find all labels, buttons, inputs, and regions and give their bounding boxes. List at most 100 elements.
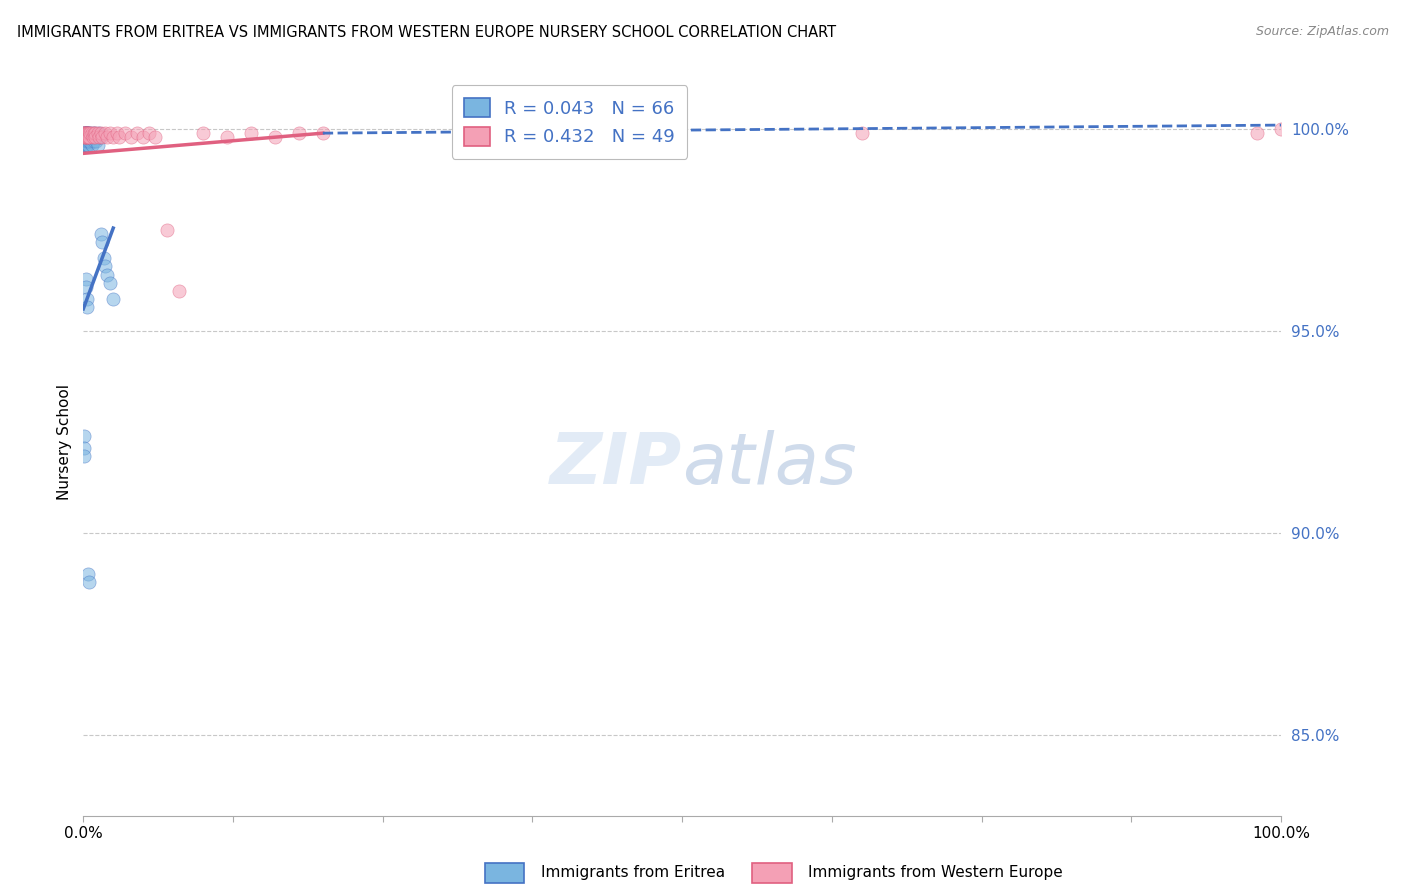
Point xyxy=(75,126,97,140)
Point xyxy=(73,126,96,140)
Point xyxy=(138,126,160,140)
Point xyxy=(132,130,155,145)
Point xyxy=(82,130,104,145)
Point xyxy=(84,130,107,145)
Point xyxy=(73,138,96,153)
Point xyxy=(264,130,287,145)
Point xyxy=(76,138,98,153)
Point xyxy=(91,130,114,145)
Point xyxy=(77,126,100,140)
Point xyxy=(77,574,100,589)
Point xyxy=(91,235,114,250)
Point xyxy=(75,134,97,148)
Point xyxy=(77,130,100,145)
Point xyxy=(114,126,136,140)
Point xyxy=(73,126,96,140)
Point xyxy=(77,126,100,140)
Point xyxy=(79,126,101,140)
Point xyxy=(73,130,96,145)
Point xyxy=(103,292,125,306)
Text: Immigrants from Western Europe: Immigrants from Western Europe xyxy=(808,865,1063,880)
Point xyxy=(120,130,142,145)
Point xyxy=(77,130,100,145)
Point xyxy=(73,130,96,145)
Point xyxy=(73,126,96,140)
Point xyxy=(94,126,117,140)
Point xyxy=(94,260,117,274)
Point xyxy=(73,134,96,148)
Point xyxy=(73,134,96,148)
Point xyxy=(82,130,104,145)
Point xyxy=(93,252,115,266)
Point xyxy=(75,126,97,140)
Point xyxy=(75,138,97,153)
Point xyxy=(76,134,98,148)
Point xyxy=(79,130,101,145)
Point xyxy=(83,126,105,140)
Point xyxy=(75,130,97,145)
Point xyxy=(75,130,97,145)
Point xyxy=(86,138,108,153)
Legend: R = 0.043   N = 66, R = 0.432   N = 49: R = 0.043 N = 66, R = 0.432 N = 49 xyxy=(451,85,688,159)
Point xyxy=(96,268,118,282)
Point xyxy=(240,126,263,140)
Point xyxy=(215,130,238,145)
Point xyxy=(108,130,131,145)
Point xyxy=(73,442,96,456)
Point xyxy=(80,134,103,148)
Point xyxy=(105,126,128,140)
Point xyxy=(73,126,96,140)
Y-axis label: Nursery School: Nursery School xyxy=(58,384,72,500)
Point xyxy=(73,429,96,443)
Point xyxy=(87,126,110,140)
Point xyxy=(167,284,190,298)
Point xyxy=(76,126,98,140)
Point xyxy=(76,130,98,145)
Point xyxy=(73,126,96,140)
Point xyxy=(86,126,108,140)
Point xyxy=(288,126,311,140)
Point xyxy=(75,138,97,153)
Point xyxy=(82,126,104,140)
Point xyxy=(98,126,121,140)
Point xyxy=(75,130,97,145)
Point xyxy=(103,130,125,145)
Point xyxy=(75,134,97,148)
Point xyxy=(87,130,110,145)
Text: IMMIGRANTS FROM ERITREA VS IMMIGRANTS FROM WESTERN EUROPE NURSERY SCHOOL CORRELA: IMMIGRANTS FROM ERITREA VS IMMIGRANTS FR… xyxy=(17,25,837,40)
Point xyxy=(143,130,166,145)
Point xyxy=(73,130,96,145)
Point xyxy=(96,130,118,145)
Point xyxy=(83,134,105,148)
Point xyxy=(90,126,112,140)
Point xyxy=(76,134,98,148)
Point xyxy=(86,134,108,148)
Point xyxy=(75,130,97,145)
Point xyxy=(76,130,98,145)
Point xyxy=(76,130,98,145)
Point xyxy=(73,126,96,140)
Point xyxy=(84,126,107,140)
Text: ZIP: ZIP xyxy=(550,430,682,500)
Point xyxy=(1270,122,1292,136)
Text: Immigrants from Eritrea: Immigrants from Eritrea xyxy=(541,865,725,880)
Point xyxy=(75,279,97,293)
Point xyxy=(312,126,335,140)
Point xyxy=(191,126,214,140)
Text: Source: ZipAtlas.com: Source: ZipAtlas.com xyxy=(1256,25,1389,38)
Point xyxy=(80,126,103,140)
Point xyxy=(77,130,100,145)
Point xyxy=(73,134,96,148)
Point xyxy=(156,223,179,237)
Point xyxy=(76,134,98,148)
Point xyxy=(73,450,96,464)
Point xyxy=(76,130,98,145)
Point xyxy=(90,227,112,242)
Point xyxy=(76,292,98,306)
Point xyxy=(77,138,100,153)
Point xyxy=(76,126,98,140)
Point xyxy=(1246,126,1268,140)
Point xyxy=(76,126,98,140)
Point xyxy=(76,300,98,314)
Point xyxy=(79,126,101,140)
